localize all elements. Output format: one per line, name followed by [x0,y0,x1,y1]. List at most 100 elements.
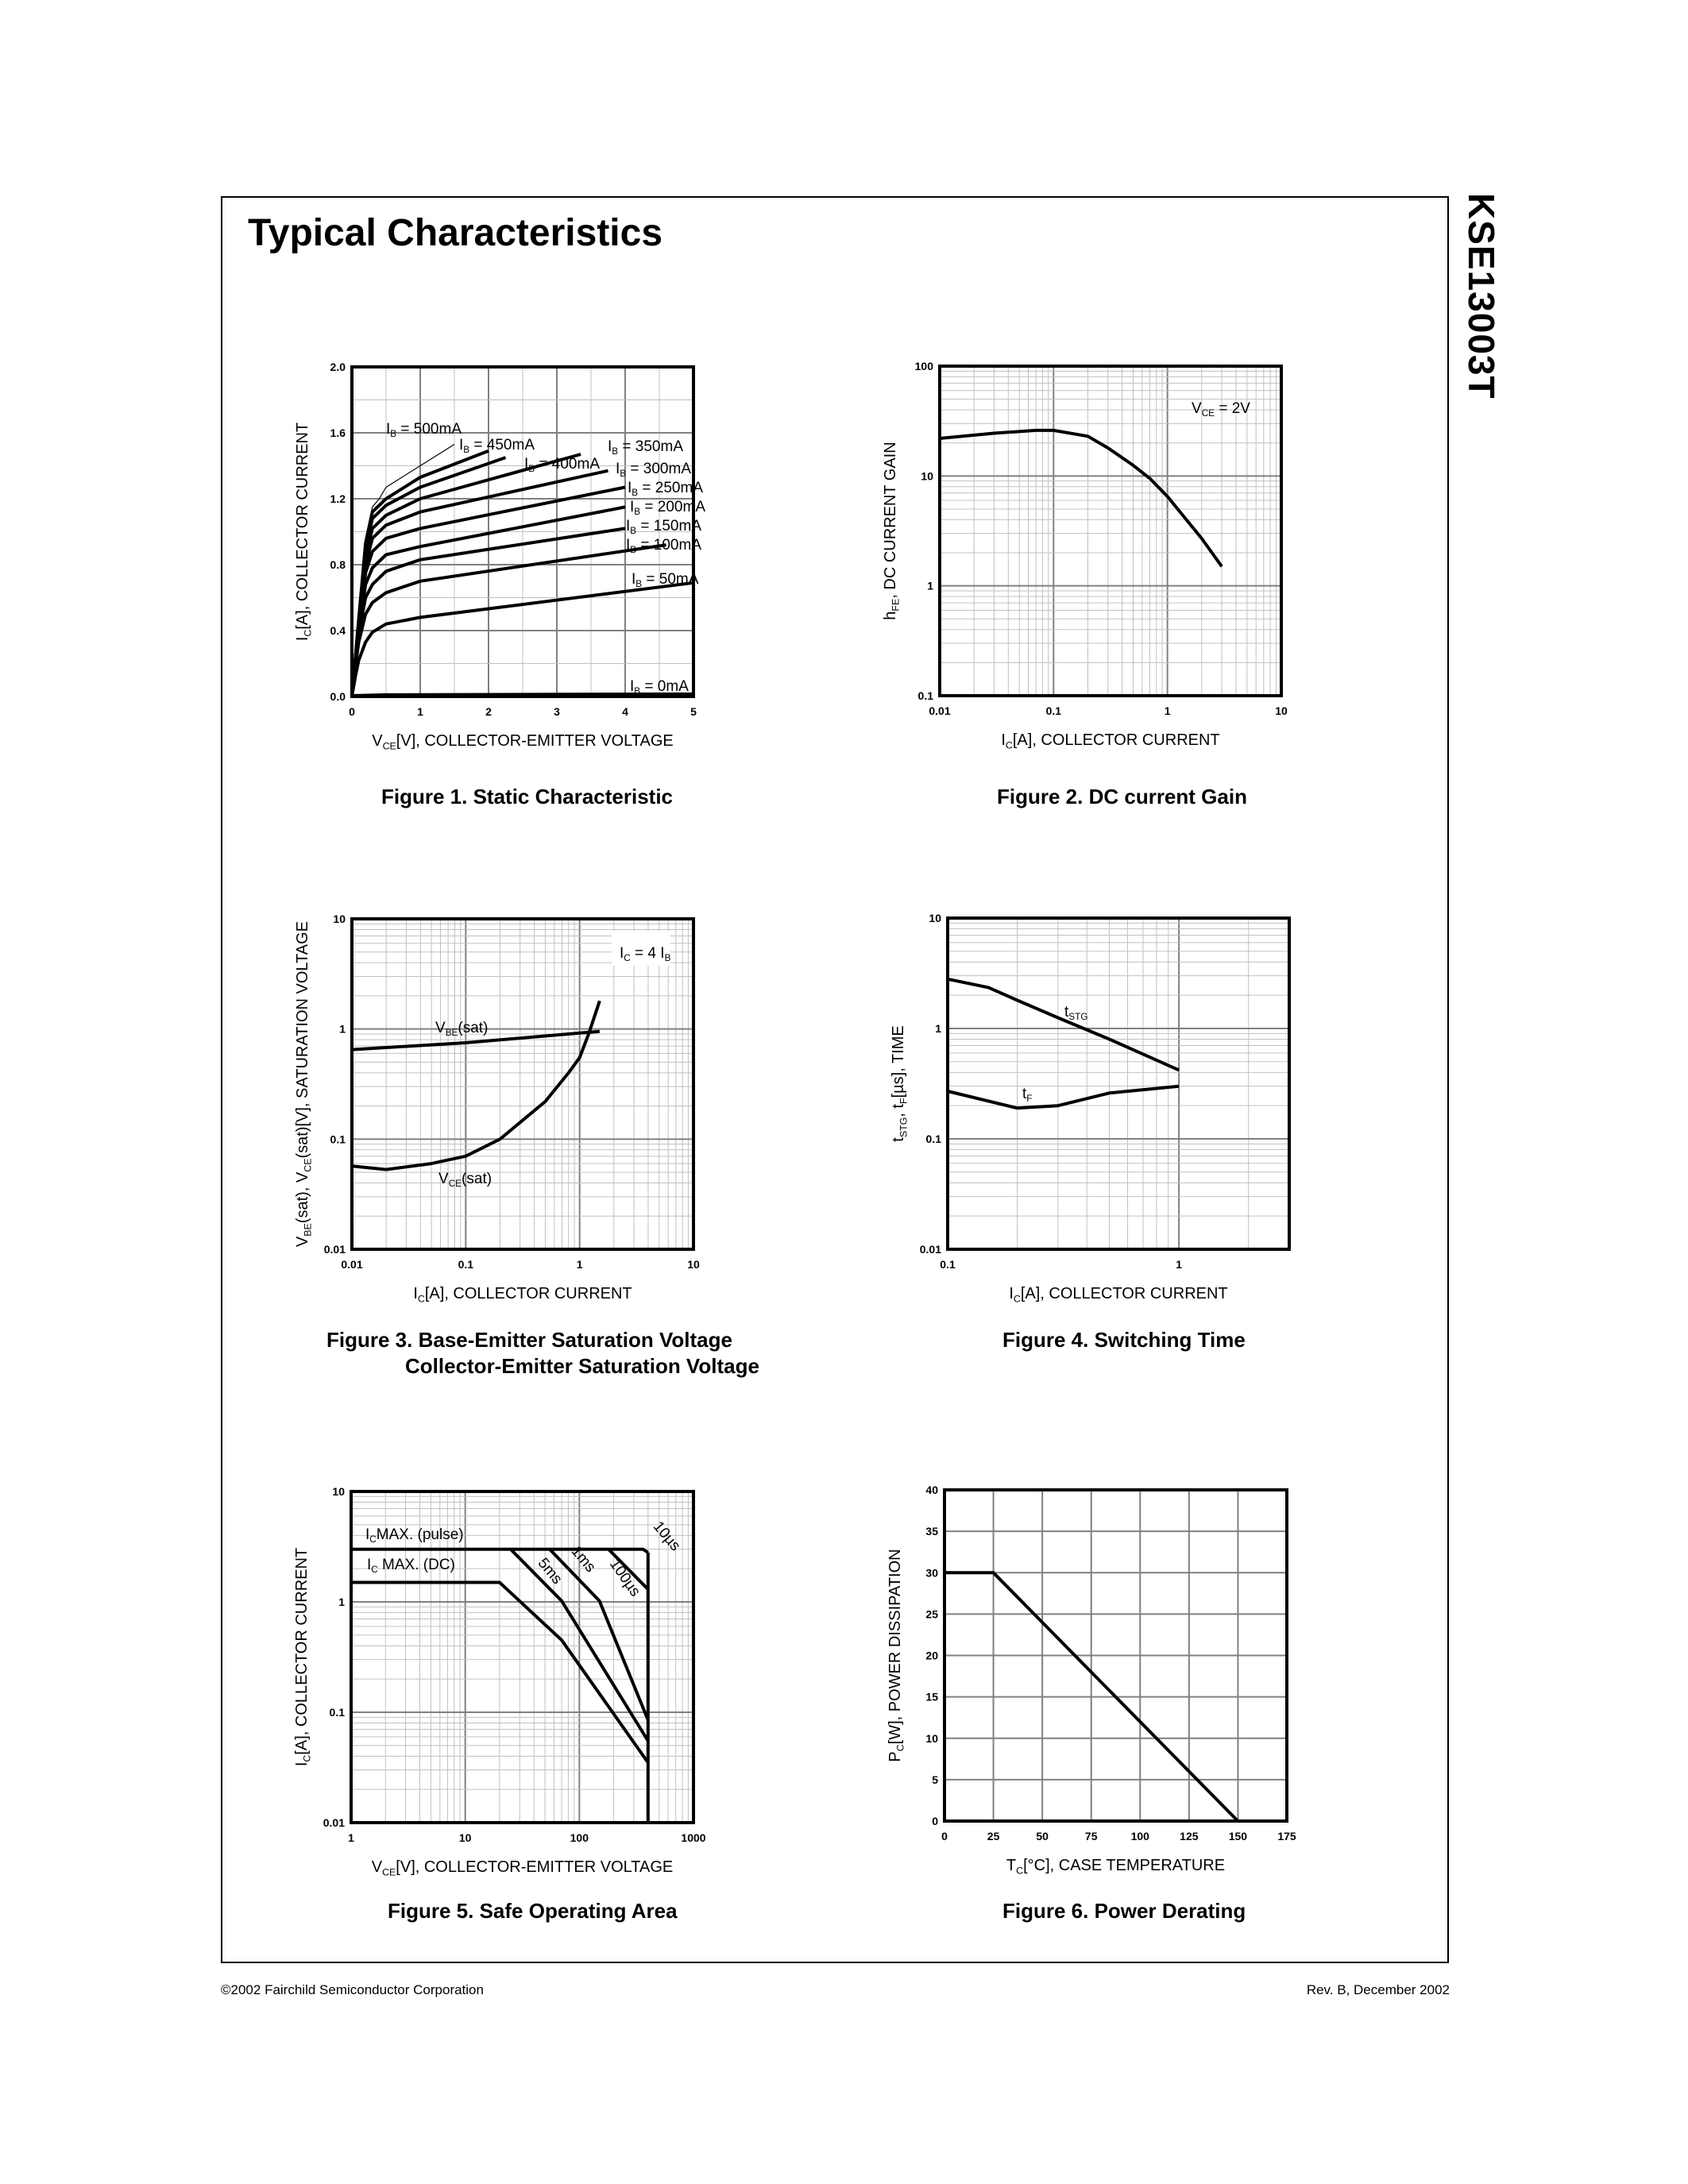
label-text: h [882,612,899,620]
x-axis-label: IC[A], COLLECTOR CURRENT [1001,731,1219,751]
subscript-text: CE [382,1866,396,1877]
y-tick-label: 1.2 [330,492,346,505]
label-text: [V], COLLECTOR-EMITTER VOLTAGE [396,1858,673,1876]
label-text: V [294,1236,311,1247]
footer-copyright: ©2002 Fairchild Semiconductor Corporatio… [221,1982,484,1997]
label-text: I [294,637,311,642]
label-text: I [632,571,635,588]
label-text: I [630,499,634,515]
y-tick-label: 0.4 [330,624,346,637]
y-tick-label: 35 [925,1525,938,1538]
x-tick-label: 1 [1176,1258,1182,1271]
label-text: T [1006,1857,1016,1874]
part-number: KSE13003T [1461,193,1502,399]
label-text: V [438,1171,449,1187]
figure-6-caption: Figure 6. Power Derating [1002,1899,1246,1923]
series-label: IB = 450mA [459,437,535,455]
label-text: = 450mA [469,437,535,453]
subscript-text: CE [383,740,396,751]
grid [351,1491,693,1823]
plot-frame [946,916,1291,1251]
label-text: = 0mA [640,678,689,695]
x-tick-label: 1 [1165,704,1171,717]
figure-3-caption-line-2: Collector-Emitter Saturation Voltage [405,1354,759,1378]
x-tick-label: 25 [987,1830,1000,1843]
series-line-1 [944,1571,1239,1823]
x-axis-label: IC[A], COLLECTOR CURRENT [413,1285,632,1304]
series-label: IB = 300mA [616,461,691,479]
annotation-background [612,931,670,966]
y-tick-label: 20 [925,1650,938,1662]
x-tick-label: 10 [459,1831,472,1844]
figure-1-caption: Figure 1. Static Characteristic [381,785,674,808]
subscript-text: B [635,579,642,589]
series-label: tF [1022,1086,1032,1104]
y-tick-label: 30 [925,1566,938,1579]
y-tick-label: 10 [929,912,941,924]
x-tick-label: 100 [570,1831,589,1844]
y-axis-label: PC[W], POWER DISSIPATION [886,1549,906,1761]
label-text: I [616,461,620,477]
subscript-text: F [1026,1094,1032,1104]
y-tick-label: 40 [925,1484,938,1496]
subscript-text: B [634,507,640,517]
series-label: IB = 100mA [626,537,701,555]
series-label: VBE(sat) [435,1020,488,1038]
subscript-text: BE [446,1028,458,1038]
subscript-text: CE [449,1179,462,1189]
y-tick-label: 10 [925,1732,938,1745]
series-line-4 [548,1548,650,1721]
label-text: = 150mA [636,518,701,534]
series-line-1 [939,428,1223,568]
label-text: I [367,1557,371,1573]
figure-4-caption: Figure 4. Switching Time [1002,1328,1246,1352]
label-text: I [608,438,612,455]
label-text: I [413,1285,418,1302]
figure-3-caption-line-1: Figure 3. Base-Emitter Saturation Voltag… [326,1328,732,1352]
series-line-2 [947,1084,1180,1110]
subscript-text: CE [302,1159,313,1172]
label-text: [V], COLLECTOR-EMITTER VOLTAGE [396,732,674,750]
series-label: IB = 0mA [630,678,689,696]
subscript-text: C [1016,1865,1023,1876]
y-tick-label: 15 [925,1691,938,1704]
figure-5-caption: Figure 5. Safe Operating Area [388,1899,678,1923]
x-tick-label: 5 [690,705,697,718]
label-text: I [626,537,630,554]
series-label: IB = 500mA [386,421,462,439]
label-text: V [1192,400,1202,417]
y-tick-label: 100 [915,360,934,372]
y-tick-label: 0.01 [324,1243,346,1256]
label-text: I [524,456,528,473]
y-tick-label: 10 [333,913,346,925]
grid [944,1490,1287,1821]
y-tick-label: 2.0 [330,361,346,373]
x-axis-label: VCE[V], COLLECTOR-EMITTER VOLTAGE [372,1858,674,1877]
label-text: [W], POWER DISSIPATION [886,1549,904,1744]
label-text: I [620,945,624,962]
x-tick-label: 0.1 [1046,704,1062,717]
x-tick-label: 0.01 [929,704,950,717]
x-tick-label: 3 [554,705,560,718]
subscript-text: STG [1068,1012,1087,1022]
x-tick-label: 1 [348,1831,354,1844]
label-text: [µs], TIME [890,1025,907,1098]
series-label: tSTG [1064,1004,1087,1022]
series-line-1 [351,1547,649,1554]
label-text: t [1022,1086,1027,1102]
subscript-text: STG [898,1117,909,1137]
label-text: = 100mA [636,537,701,554]
grid [948,918,1289,1249]
label-text: I [628,480,632,496]
label-text: I [1009,1285,1014,1302]
x-tick-label: 100 [1131,1830,1150,1843]
y-axis-label: IC[A], COLLECTOR CURRENT [293,1548,312,1766]
label-text: I [630,678,634,695]
x-tick-label: 175 [1277,1830,1296,1843]
subscript-text: B [634,686,640,696]
series-line-10 [350,581,694,697]
x-tick-label: 0 [349,705,355,718]
grid [352,367,693,696]
